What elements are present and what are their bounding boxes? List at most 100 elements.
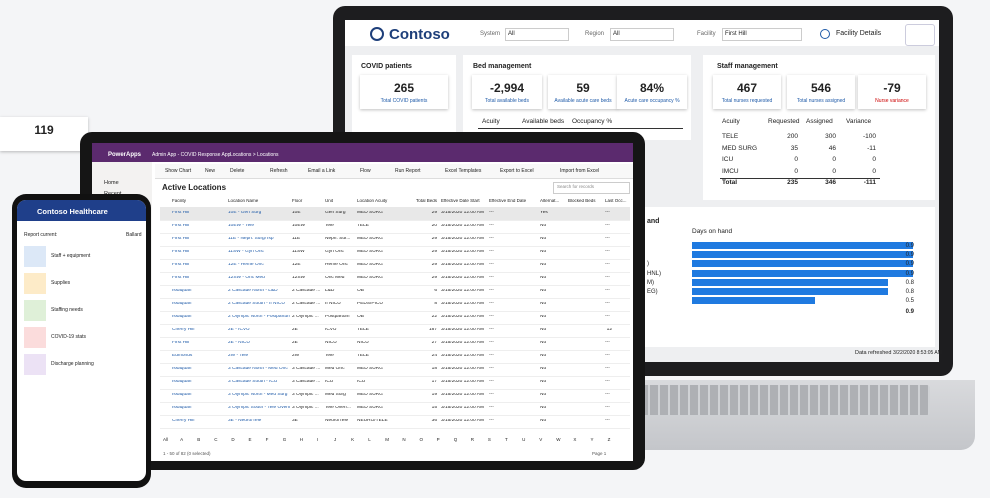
toolbar-button[interactable]: Import from Excel [560,168,600,174]
cell: Gyn Onc [325,250,344,254]
cell[interactable]: 12E - Heme Onc [228,263,264,267]
cell[interactable]: 3 Olympic North - Med Surg [228,393,288,397]
row-divider [160,402,630,403]
facility-details[interactable]: Facility Details [836,30,882,37]
menu-item[interactable]: Discharge planning [51,361,94,367]
alphabet-filter[interactable]: U [522,437,526,442]
cell[interactable]: Issaquah [172,315,192,319]
alphabet-filter[interactable]: Z [607,437,611,442]
row-label: ) [647,261,649,268]
logo-icon [370,27,384,41]
alphabet-filter[interactable]: All [163,437,169,442]
cell[interactable]: First Hill [172,211,190,215]
chat-button[interactable] [905,24,935,46]
cell[interactable]: 11SW - Gyn Onc [228,250,264,254]
menu-item[interactable]: Staff + equipment [51,253,91,259]
alphabet-filter[interactable]: W [556,437,561,442]
cell[interactable]: 10E - Gen Surg [228,211,262,215]
cell[interactable]: First Hill [172,250,190,254]
filter-value[interactable]: First Hill [725,31,747,37]
cell: 29 [431,250,437,254]
cell[interactable]: Issaquah [172,380,192,384]
toolbar-button[interactable]: Export to Excel [500,168,534,174]
toolbar-button[interactable]: Excel Templates [445,168,482,174]
alphabet-filter[interactable]: I [316,437,319,442]
search-placeholder[interactable]: Search for records [557,184,595,189]
alphabet-filter[interactable]: N [402,437,406,442]
toolbar-button[interactable]: Refresh [270,168,288,174]
cell[interactable]: 3 Olympic South - Tele Overflow [228,406,290,410]
alphabet-filter[interactable]: Y [590,437,594,442]
alphabet-filter[interactable]: F [265,437,269,442]
toolbar-button[interactable]: Show Chart [165,168,192,174]
alphabet-filter[interactable]: M [385,437,390,442]
cell[interactable]: First Hill [172,263,190,267]
cell: ICU [325,380,334,384]
cell[interactable]: Issaquah [172,289,192,293]
cell[interactable]: Issaquah [172,393,192,397]
menu-item[interactable]: COVID-19 stats [51,334,87,340]
cell: 3/15/2020 12:00 AM [441,367,484,371]
menu-item[interactable]: Staffing needs [51,307,83,313]
cell[interactable]: First Hill [172,224,190,228]
cell[interactable]: 3 Cascade South - ICU [228,380,278,384]
alphabet-filter[interactable]: T [505,437,508,442]
cell[interactable]: 2 Cascade North - L&D [228,289,278,293]
toolbar-button[interactable]: Delete [230,168,245,174]
column-header: Location Name [228,199,259,203]
nav-item[interactable]: Home [104,180,119,186]
cell[interactable]: 2E - ICVU [228,328,250,332]
alphabet-filter[interactable]: S [487,437,491,442]
toolbar-button[interactable]: Email a Link [308,168,336,174]
alphabet-filter[interactable]: P [436,437,440,442]
value-label: 0.9 [905,261,914,268]
cell[interactable]: 10EW - Tele [228,224,255,228]
cell[interactable]: 2 Cascade South - II NICU [228,302,285,306]
cell[interactable]: Issaquah [172,367,192,371]
filter-value[interactable]: All [508,31,515,37]
cell[interactable]: 2E - NICU [228,341,250,345]
alphabet-filter[interactable]: G [282,437,287,442]
cell[interactable]: Issaquah [172,406,192,410]
cell[interactable]: 2W - Tele [228,354,249,358]
alphabet-filter[interactable]: L [368,437,371,442]
alphabet-filter[interactable]: C [214,437,218,442]
toolbar-button[interactable]: Flow [360,168,371,174]
cell: 3/15/2020 12:00 AM [441,224,484,228]
cell[interactable]: 11E - Neph. Surg/Tsp [228,237,274,241]
column-header: Last Occ... [605,199,627,203]
toolbar-button[interactable]: Run Report [395,168,421,174]
alphabet-filter[interactable]: X [573,437,577,442]
cell[interactable]: 3 Cascade North - Med Onc [228,367,288,371]
alphabet-filter[interactable]: A [180,437,184,442]
cell[interactable]: Cherry Hill [172,419,195,423]
cell: 35 [790,144,798,152]
alphabet-filter[interactable]: R [470,437,475,442]
alphabet-filter[interactable]: O [419,437,424,442]
bar [692,242,913,249]
cell: 3/15/2020 12:00 AM [441,302,484,306]
filter-value[interactable]: All [613,31,620,37]
cell[interactable]: Cherry Hill [172,328,195,332]
cell[interactable]: First Hill [172,276,190,280]
alphabet-filter[interactable]: Q [453,437,458,442]
kpi-value: 265 [393,81,415,95]
cell[interactable]: Issaquah [172,302,192,306]
cell[interactable]: First Hill [172,237,190,241]
menu-item[interactable]: Supplies [51,280,71,286]
cell[interactable]: 12SW - Onc Med [228,276,265,280]
alphabet-filter[interactable]: B [197,437,201,442]
cell[interactable]: 3E - Neuro/Tele [228,419,262,423]
toolbar-button[interactable]: New [205,168,216,174]
alphabet-filter[interactable]: D [231,437,235,442]
alphabet-filter[interactable]: E [248,437,252,442]
alphabet-filter[interactable]: V [539,437,543,442]
alphabet-filter[interactable]: K [351,437,355,442]
cell[interactable]: 2 Olympic North - Postpartum [228,315,290,319]
kpi-card [617,75,687,109]
alphabet-filter[interactable]: J [334,437,337,442]
alphabet-filter[interactable]: H [299,437,304,442]
cell[interactable]: Edmonds [172,354,193,358]
cell[interactable]: First Hill [172,341,190,345]
